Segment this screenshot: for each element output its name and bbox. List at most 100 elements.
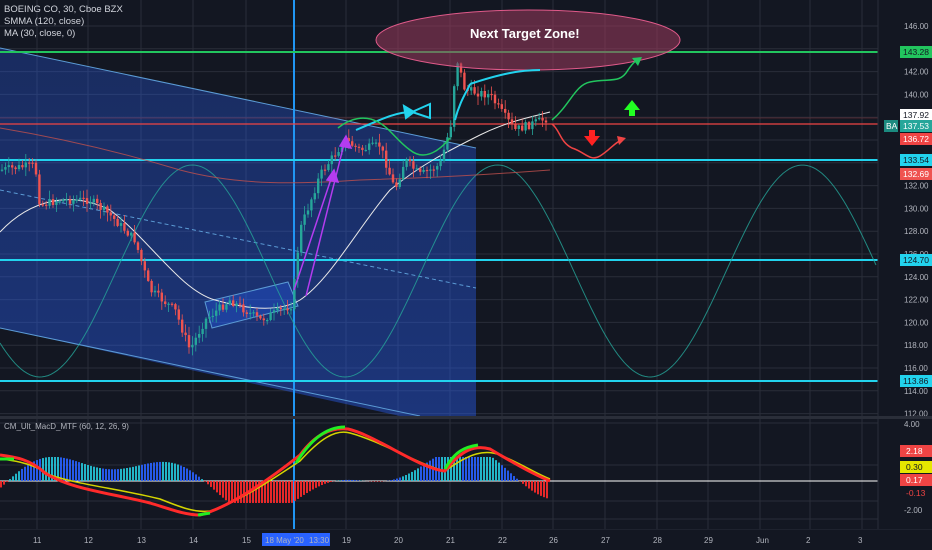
macd-tag-030: 0.30 <box>900 461 932 473</box>
candle-body <box>252 312 255 314</box>
candle-body <box>38 174 41 205</box>
histogram-bar <box>141 464 143 481</box>
candle-body <box>473 87 476 94</box>
candle-body <box>113 215 116 219</box>
candle-body <box>24 162 27 168</box>
macd-tag-218: 2.18 <box>900 445 932 457</box>
histogram-bar <box>510 473 512 481</box>
svg-text:132.69: 132.69 <box>903 169 929 179</box>
time-highlight-date: 18 May '20 <box>265 536 304 545</box>
candle-body <box>541 117 544 121</box>
histogram-bar <box>321 481 323 486</box>
histogram-bar <box>276 481 278 503</box>
candle-body <box>279 307 282 310</box>
histogram-bar <box>108 469 110 481</box>
svg-text:2.18: 2.18 <box>906 446 923 456</box>
price-chart[interactable]: Next Target Zone! <box>0 0 932 416</box>
symbol-title[interactable]: BOEING CO, 30, Cboe BZX <box>4 4 123 15</box>
histogram-bar <box>69 459 71 481</box>
ma-legend[interactable]: MA (30, close, 0) <box>4 28 76 39</box>
candle-body <box>218 304 221 311</box>
pane-divider[interactable] <box>0 416 932 419</box>
histogram-bar <box>267 481 269 503</box>
histogram-bar <box>21 468 23 481</box>
candle-body <box>215 310 218 316</box>
candle-body <box>62 199 65 202</box>
candle-body <box>330 155 333 165</box>
histogram-bar <box>165 462 167 481</box>
histogram-bar <box>96 467 98 481</box>
histogram-bar <box>78 462 80 481</box>
candle-body <box>480 91 483 97</box>
candle-body <box>51 199 55 205</box>
histogram-bar <box>132 466 134 481</box>
candle-body <box>381 146 384 151</box>
green-projection-path <box>551 57 641 121</box>
time-tick-label: 19 <box>342 536 351 545</box>
histogram-bar <box>228 481 230 503</box>
candle-body <box>347 138 350 142</box>
candle-body <box>456 63 459 87</box>
histogram-bar <box>315 481 317 488</box>
candle-body <box>45 204 48 206</box>
histogram-bar <box>219 481 221 496</box>
candle-body <box>72 199 75 204</box>
histogram-bar <box>396 478 398 481</box>
histogram-bar <box>420 466 422 481</box>
histogram-bar <box>111 469 113 481</box>
svg-text:133.54: 133.54 <box>903 155 929 165</box>
histogram-bar <box>348 479 350 481</box>
svg-text:136.72: 136.72 <box>903 134 929 144</box>
price-tick-label: 112.00 <box>904 410 928 416</box>
candle-body <box>140 249 143 262</box>
time-axis[interactable]: 11 12 13 14 15 19 20 21 22 26 27 28 29 Jun 2 3 18 May '… <box>0 529 932 550</box>
descending-channel <box>0 48 476 416</box>
histogram-bar <box>327 481 329 483</box>
histogram-bar <box>9 479 11 481</box>
price-axis[interactable]: 146.00144.00142.00140.00138.00136.00134.… <box>904 22 929 416</box>
candle-body <box>364 149 367 152</box>
candle-body <box>14 167 17 170</box>
candle-body <box>7 165 10 168</box>
candle-body <box>130 232 133 236</box>
candle-body <box>221 304 225 310</box>
histogram-bar <box>6 481 8 482</box>
candle-body <box>181 319 184 333</box>
candle-body <box>425 169 429 172</box>
smma-legend[interactable]: SMMA (120, close) <box>4 16 85 27</box>
candle-body <box>521 125 524 131</box>
histogram-bar <box>234 481 236 503</box>
candle-body <box>371 142 374 144</box>
candle-body <box>303 214 306 225</box>
histogram-bar <box>306 481 308 494</box>
candle-body <box>211 315 214 318</box>
macd-tag-neg013: -0.13 <box>900 487 932 499</box>
histogram-bar <box>297 481 299 499</box>
candle-body <box>334 155 337 157</box>
macd-label[interactable]: CM_Ult_MacD_MTF (60, 12, 26, 9) <box>4 422 129 431</box>
histogram-bar <box>300 481 302 497</box>
histogram-bar <box>393 479 395 481</box>
candle-body <box>415 168 418 170</box>
histogram-bar <box>204 481 206 482</box>
histogram-bar <box>339 480 341 481</box>
cyan-projection-arrows <box>355 69 541 131</box>
price-tag-13672: 136.72 <box>900 133 932 145</box>
candle-body <box>323 169 327 171</box>
candle-body <box>259 315 262 319</box>
macd-pane[interactable]: CM_Ult_MacD_MTF (60, 12, 26, 9) 4.00 -2.… <box>0 419 932 529</box>
time-tick-label: 3 <box>858 536 863 545</box>
time-tick-label: 28 <box>653 536 662 545</box>
candle-body <box>262 318 265 321</box>
up-arrow-icon <box>624 100 640 116</box>
histogram-bar <box>525 481 527 487</box>
histogram-bar <box>3 481 5 485</box>
histogram-bar <box>255 481 257 503</box>
histogram-bar <box>159 461 161 481</box>
histogram-bar <box>36 460 38 481</box>
candle-body <box>453 86 456 127</box>
candle-body <box>96 198 99 204</box>
price-tag-13269: 132.69 <box>900 168 932 180</box>
candle-body <box>544 120 548 123</box>
histogram-bar <box>513 476 515 481</box>
